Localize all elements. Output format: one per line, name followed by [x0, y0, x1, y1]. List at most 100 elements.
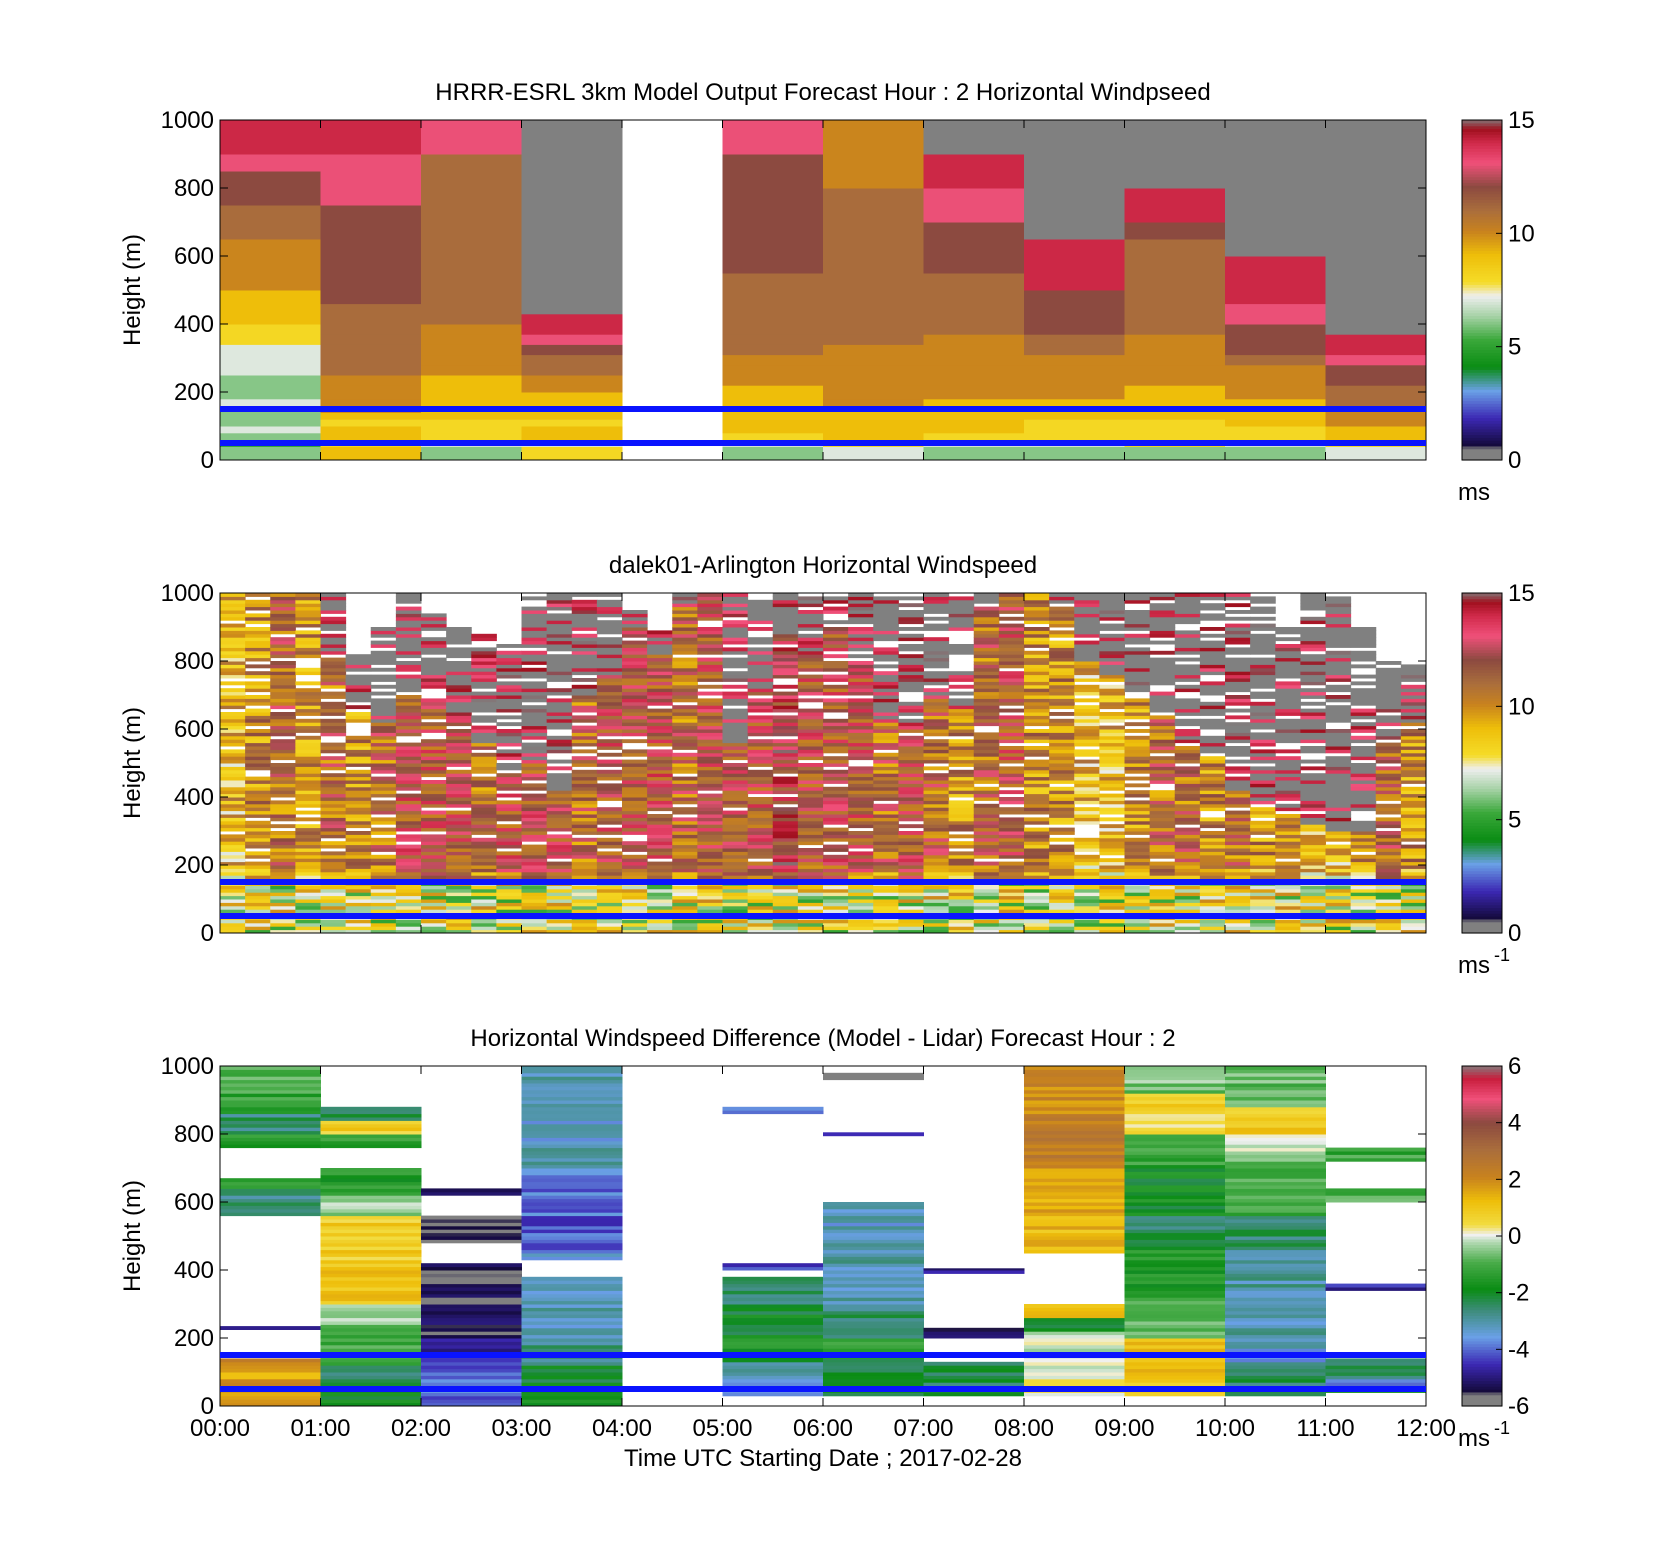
heatmap-cell	[747, 678, 774, 682]
heatmap-cell	[220, 899, 246, 903]
heatmap-cell	[647, 766, 673, 771]
heatmap-cell	[1375, 892, 1402, 897]
heatmap-cell	[1074, 769, 1100, 774]
heatmap-cell	[471, 732, 497, 737]
heatmap-cell	[295, 640, 321, 645]
heatmap-cell	[320, 926, 347, 931]
heatmap-cell	[923, 354, 1025, 366]
heatmap-cell	[596, 871, 623, 876]
heatmap-cell	[421, 722, 447, 727]
heatmap-cell	[1225, 875, 1251, 880]
heatmap-cell	[923, 718, 950, 723]
heatmap-cell	[672, 742, 698, 747]
heatmap-cell	[898, 895, 924, 900]
heatmap-cell	[521, 868, 548, 873]
heatmap-cell	[1300, 759, 1326, 764]
heatmap-cell	[320, 674, 347, 679]
heatmap-cell	[1300, 831, 1326, 835]
heatmap-cell	[823, 769, 849, 774]
heatmap-cell	[471, 684, 497, 689]
heatmap-cell	[1325, 222, 1427, 240]
heatmap-cell	[320, 1378, 422, 1383]
heatmap-cell	[1375, 729, 1402, 733]
heatmap-cell	[1124, 820, 1151, 825]
heatmap-cell	[747, 871, 774, 876]
heatmap-cell	[320, 593, 347, 597]
heatmap-cell	[521, 854, 548, 859]
heatmap-cell	[672, 885, 698, 890]
heatmap-cell	[1199, 681, 1226, 686]
heatmap-cell	[421, 137, 522, 155]
colorbar-swatch	[1462, 284, 1502, 288]
heatmap-cell	[1099, 831, 1125, 835]
heatmap-cell	[1149, 895, 1176, 900]
heatmap-cell	[521, 861, 548, 866]
heatmap-cell	[1024, 926, 1050, 931]
heatmap-cell	[948, 899, 975, 903]
heatmap-cell	[622, 681, 648, 686]
colorbar-swatch	[1462, 907, 1502, 911]
heatmap-cell	[622, 841, 648, 846]
heatmap-cell	[998, 807, 1025, 812]
heatmap-cell	[320, 844, 347, 849]
heatmap-cell	[848, 769, 874, 774]
colorbar-swatch	[1462, 760, 1502, 764]
heatmap-cell	[898, 807, 924, 812]
colorbar-swatch	[1462, 601, 1502, 605]
heatmap-cell	[1350, 926, 1377, 931]
heatmap-cell	[722, 841, 749, 846]
heatmap-cell	[1225, 313, 1326, 325]
heatmap-cell	[370, 888, 397, 893]
heatmap-cell	[1099, 613, 1125, 618]
heatmap-cell	[823, 640, 849, 645]
heatmap-cell	[320, 334, 422, 345]
heatmap-cell	[1124, 776, 1151, 781]
heatmap-cell	[1024, 354, 1125, 366]
heatmap-cell	[521, 684, 548, 689]
heatmap-cell	[320, 419, 422, 427]
heatmap-cell	[496, 722, 522, 727]
heatmap-cell	[1149, 627, 1176, 631]
heatmap-cell	[1174, 858, 1201, 863]
heatmap-cell	[1350, 674, 1377, 679]
heatmap-cell	[320, 780, 347, 784]
heatmap-cell	[722, 902, 749, 907]
heatmap-cell	[1049, 807, 1075, 812]
heatmap-cell	[521, 827, 548, 832]
heatmap-cell	[848, 854, 874, 859]
colorbar-swatch	[1462, 746, 1502, 750]
heatmap-cell	[622, 919, 648, 924]
colorbar-swatch	[1462, 321, 1502, 325]
heatmap-cell	[421, 929, 447, 934]
colorbar-tick-label: 10	[1508, 220, 1535, 247]
heatmap-cell	[898, 858, 924, 863]
heatmap-cell	[471, 657, 497, 662]
heatmap-cell	[1149, 718, 1176, 723]
heatmap-cell	[220, 725, 246, 730]
heatmap-cell	[596, 674, 623, 679]
heatmap-cell	[1400, 800, 1427, 805]
heatmap-cell	[521, 375, 623, 386]
heatmap-cell	[1099, 922, 1125, 927]
heatmap-cell	[1225, 354, 1326, 366]
heatmap-cell	[1225, 926, 1251, 931]
heatmap-cell	[345, 888, 372, 893]
heatmap-cell	[1149, 729, 1176, 733]
heatmap-cell	[446, 647, 472, 652]
heatmap-cell	[772, 637, 799, 642]
heatmap-cell	[1149, 705, 1176, 710]
heatmap-cell	[973, 895, 1000, 900]
colorbar-swatch	[1462, 743, 1502, 747]
heatmap-cell	[1149, 922, 1176, 927]
heatmap-cell	[245, 599, 271, 604]
heatmap-cell	[1074, 664, 1100, 669]
heatmap-cell	[1275, 919, 1301, 924]
heatmap-cell	[1074, 783, 1100, 788]
y-tick-label: 400	[174, 784, 214, 811]
heatmap-cell	[421, 674, 447, 679]
heatmap-cell	[320, 290, 422, 305]
colorbar-swatch	[1462, 267, 1502, 271]
heatmap-cell	[898, 701, 924, 706]
heatmap-cell	[672, 929, 698, 934]
heatmap-cell	[1225, 701, 1251, 706]
